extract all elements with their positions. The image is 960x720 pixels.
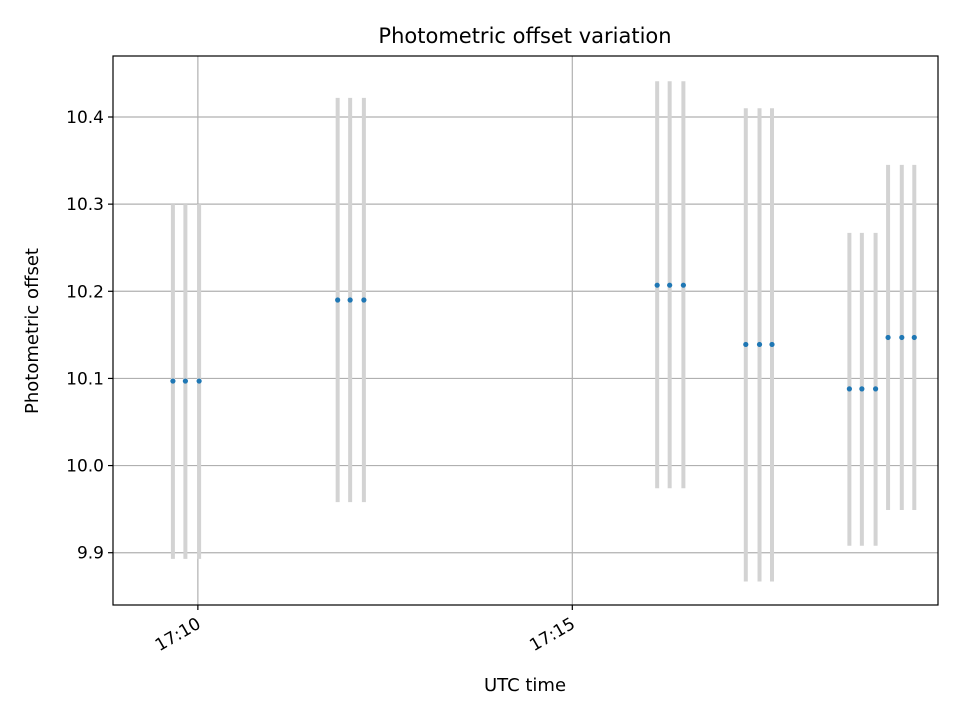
data-point: [885, 334, 891, 341]
data-point: [846, 386, 852, 392]
data-point: [911, 334, 917, 341]
data-point: [667, 282, 673, 288]
data-points: [170, 282, 917, 392]
data-point: [196, 378, 202, 384]
x-axis-label: UTC time: [484, 675, 566, 696]
y-tick-label: 10.1: [66, 369, 104, 389]
data-point: [899, 334, 905, 341]
data-point: [743, 341, 749, 348]
data-point: [361, 297, 367, 303]
y-tick-label: 10.4: [66, 108, 104, 128]
plot-area-frame: [112, 55, 939, 606]
y-tick-label: 10.3: [66, 195, 104, 215]
grid-lines: [113, 56, 938, 605]
data-point: [680, 282, 686, 288]
data-point: [769, 341, 775, 348]
data-point: [347, 297, 353, 303]
chart-title: Photometric offset variation: [378, 24, 671, 48]
y-tick-label: 9.9: [77, 544, 104, 564]
data-point: [756, 341, 763, 348]
y-axis-label: Photometric offset: [22, 248, 43, 414]
data-point: [335, 297, 341, 303]
y-tick-label: 10.2: [66, 282, 104, 302]
data-point: [182, 378, 188, 384]
y-tick-label: 10.0: [66, 457, 104, 477]
data-point: [654, 282, 660, 288]
data-point: [859, 386, 865, 392]
data-point: [872, 386, 879, 392]
data-point: [170, 378, 176, 384]
